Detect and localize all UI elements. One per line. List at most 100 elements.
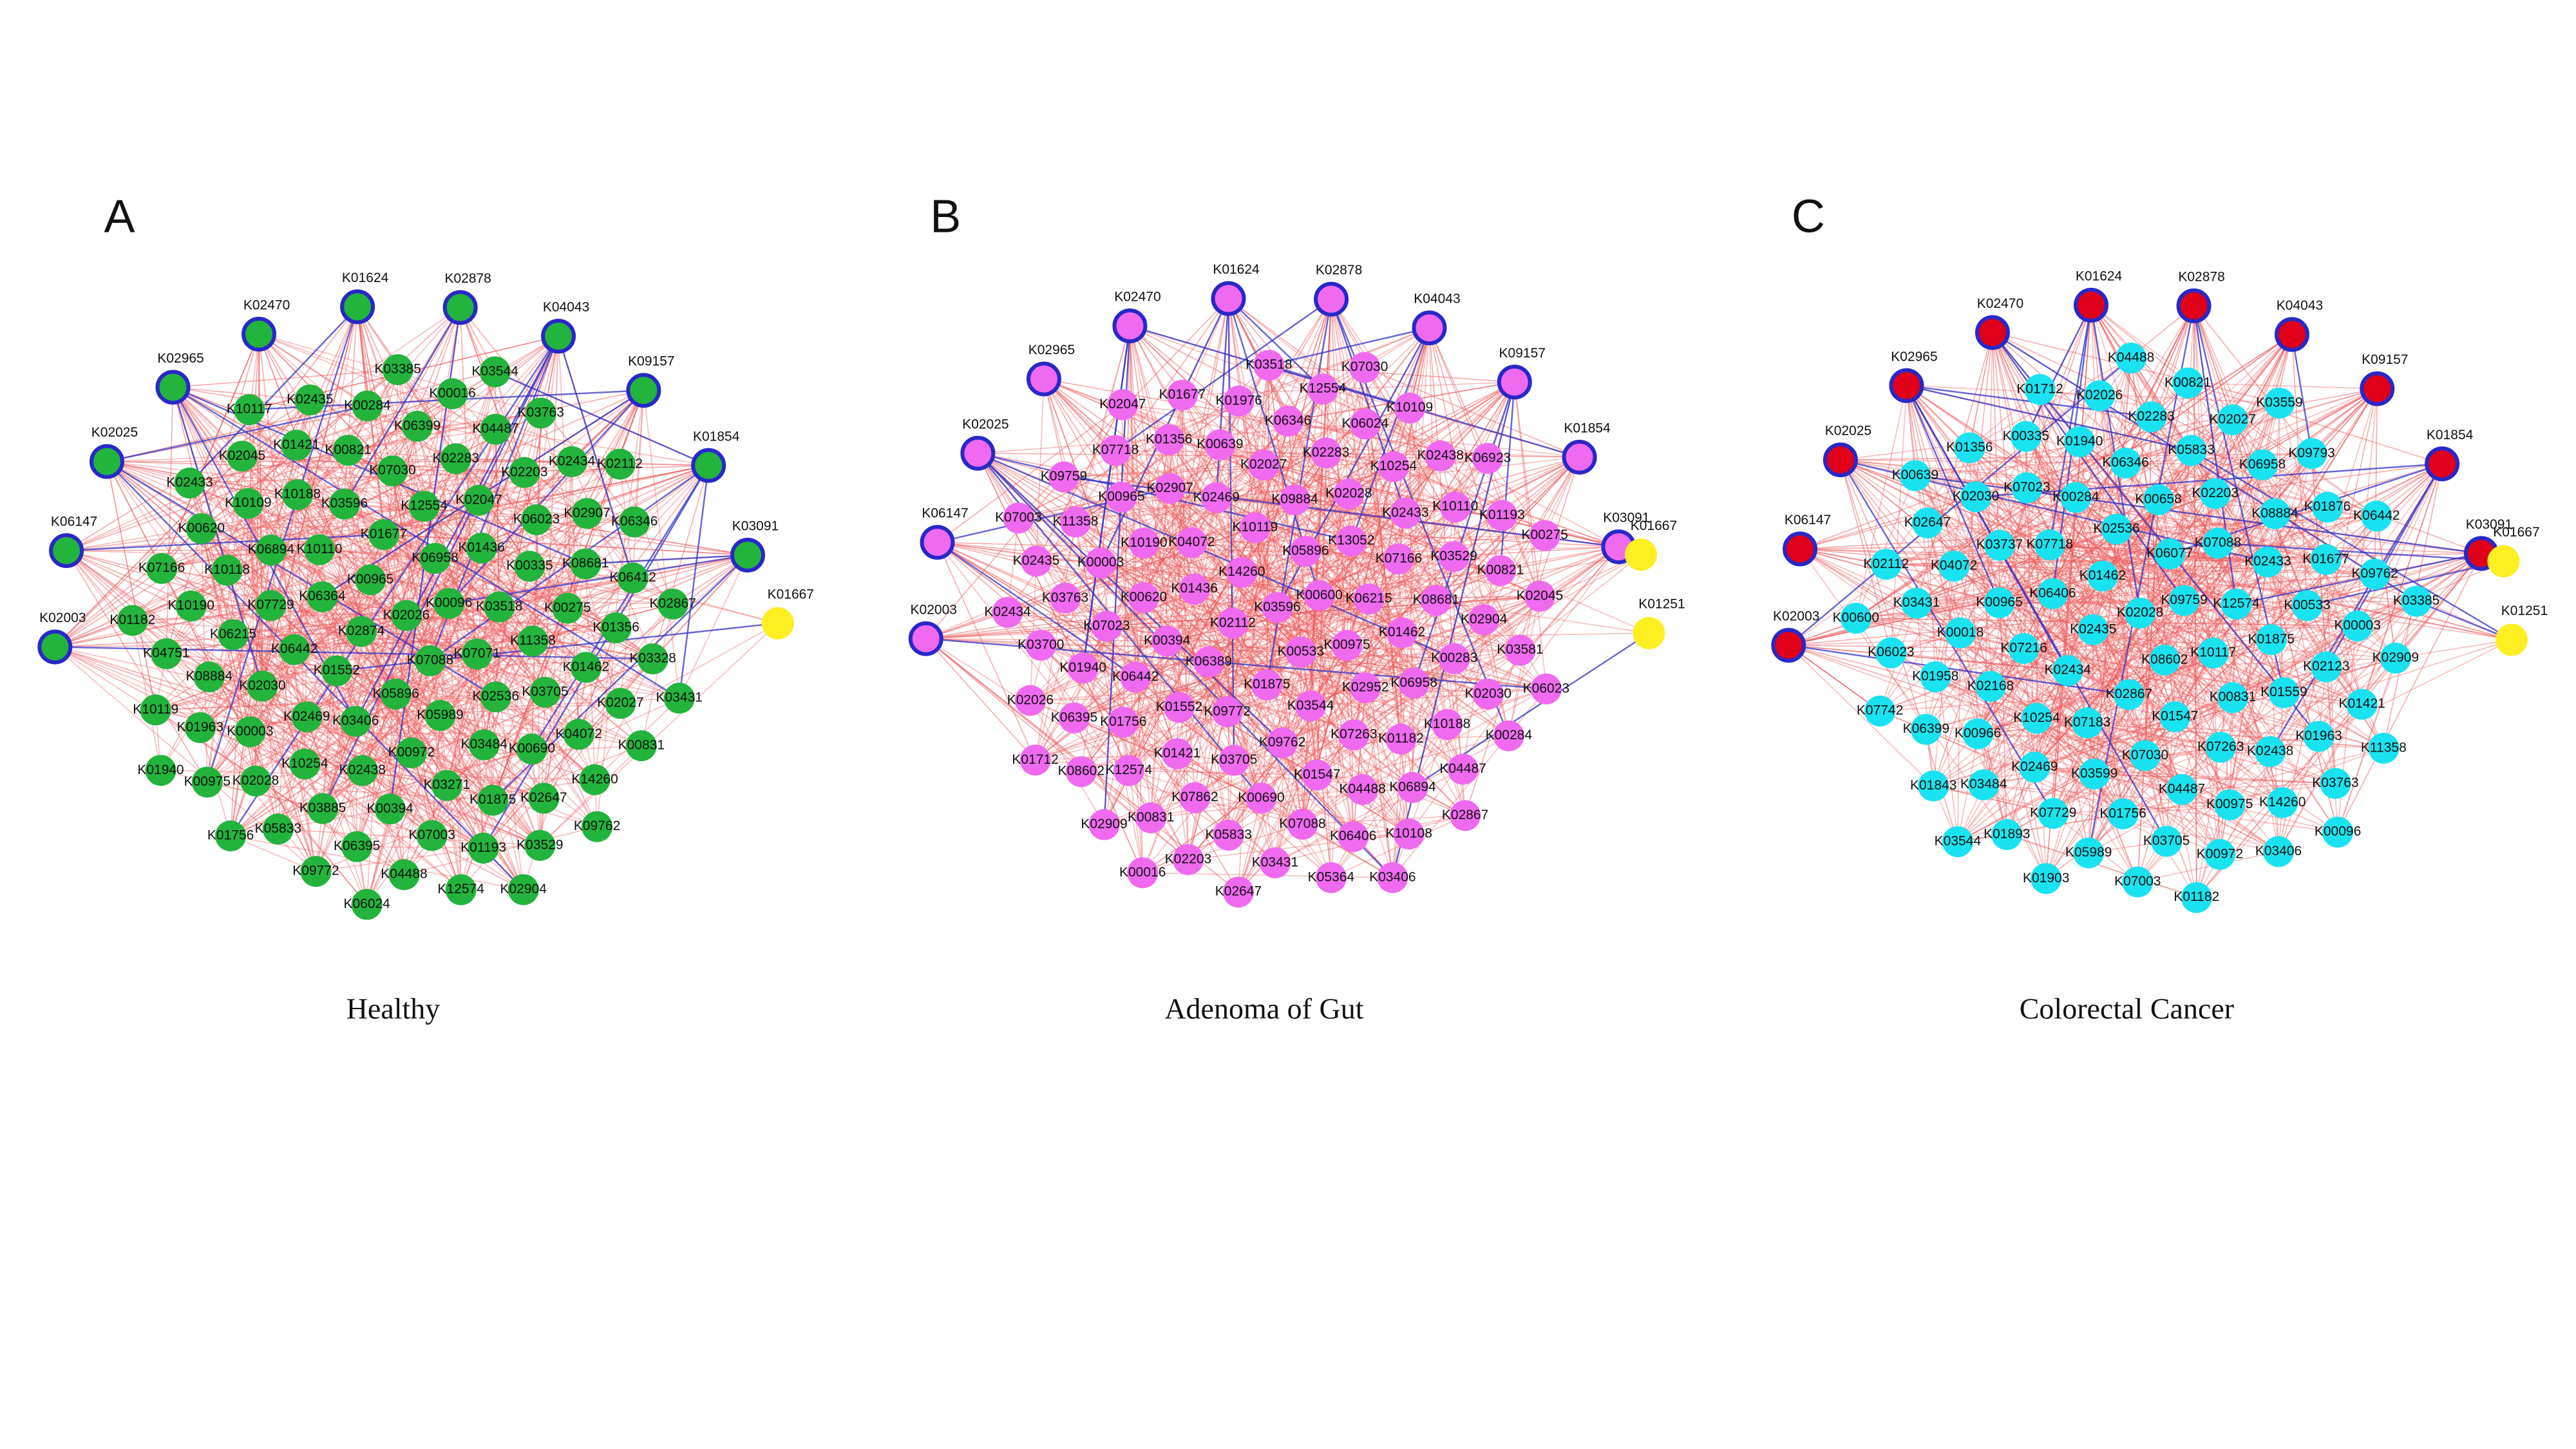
edge	[1294, 499, 1547, 690]
node	[1050, 582, 1081, 614]
edge	[248, 502, 533, 642]
edge	[1104, 688, 1547, 826]
node	[579, 764, 611, 795]
node-label: K10109	[225, 495, 271, 510]
node	[234, 394, 265, 426]
node-label: K00335	[2003, 428, 2049, 443]
edge	[322, 596, 545, 693]
edge	[1855, 416, 2152, 619]
edge	[1992, 332, 2027, 437]
edge	[1041, 645, 1267, 686]
edge	[2023, 603, 2237, 649]
node-label: K03431	[1252, 855, 1298, 869]
edge	[539, 745, 642, 846]
node-label: K01712	[1012, 752, 1058, 767]
edge	[2337, 601, 2417, 833]
node-label: K00831	[618, 738, 665, 753]
edge	[1294, 499, 1370, 600]
edge	[1508, 535, 1546, 736]
panel-letter: B	[930, 191, 961, 243]
node-label: K02965	[157, 351, 204, 366]
edge	[230, 445, 298, 837]
edge-strong	[1115, 298, 1332, 451]
node	[1353, 583, 1385, 615]
node-label: K02283	[1303, 445, 1349, 460]
node-label: K04487	[1439, 761, 1486, 776]
node-label: K02867	[2106, 687, 2152, 701]
node-label: K00965	[1098, 489, 1144, 504]
node-label: K01436	[458, 540, 504, 555]
edge	[1365, 457, 1580, 688]
edge	[322, 721, 356, 809]
edge	[571, 461, 654, 659]
node-label: K00975	[2206, 797, 2253, 811]
node-label: K14260	[571, 772, 618, 786]
node-label: K08602	[2141, 652, 2188, 667]
node-label: K07729	[247, 598, 294, 612]
node-label: K00600	[1833, 610, 1879, 625]
edge	[1957, 632, 1961, 842]
node-label: K02047	[455, 492, 502, 507]
node	[1393, 818, 1425, 849]
node	[1151, 625, 1183, 657]
edge	[1227, 652, 1302, 836]
node	[1493, 720, 1524, 752]
edge	[322, 808, 368, 905]
hub-node	[1975, 315, 2010, 350]
node-label: K09772	[1204, 704, 1251, 719]
node	[218, 619, 249, 650]
node-label: K10188	[1424, 717, 1470, 732]
edge	[2318, 463, 2443, 737]
edge	[1122, 515, 1502, 723]
edge	[1233, 421, 1289, 761]
node-label: K00003	[1077, 555, 1124, 570]
node-label: K00821	[1477, 562, 1524, 577]
node-label: K04043	[1414, 292, 1460, 307]
node	[300, 856, 332, 887]
node	[1021, 545, 1052, 577]
edge	[578, 627, 617, 735]
node	[382, 354, 413, 385]
node-label: K02168	[1967, 678, 2014, 693]
node-label: K00018	[1937, 625, 1984, 639]
edge	[1428, 328, 1466, 816]
edge	[1238, 381, 1515, 893]
node	[1218, 744, 1250, 776]
node-label: K03484	[461, 737, 508, 752]
node-label: K01963	[2295, 728, 2342, 743]
node-label: K02028	[232, 773, 279, 788]
edge	[2052, 652, 2214, 814]
node-label: K02470	[1114, 290, 1160, 305]
edge	[2052, 659, 2165, 814]
node-label: K00690	[1238, 790, 1284, 805]
node-label: K10190	[167, 598, 214, 612]
node-label: K06894	[1389, 779, 1436, 794]
edge	[460, 566, 531, 890]
node-label: K02027	[1240, 457, 1287, 472]
node-label: K07023	[1083, 618, 1130, 633]
edge-strong	[936, 542, 1136, 678]
edge	[1100, 562, 1124, 723]
node-label: K02434	[549, 453, 596, 468]
edge	[207, 781, 323, 810]
edge	[679, 554, 748, 699]
edge	[1129, 325, 1352, 542]
edge	[1926, 544, 2050, 730]
node-label: K03544	[1287, 698, 1334, 713]
edge	[1227, 298, 1403, 633]
edge	[255, 752, 412, 782]
node	[355, 564, 386, 596]
edge	[294, 534, 384, 650]
node	[1213, 819, 1244, 851]
edge	[2036, 718, 2089, 853]
edge	[1916, 575, 2103, 604]
edge	[1998, 602, 2036, 768]
node-label: K07216	[2000, 640, 2047, 655]
edge	[132, 620, 162, 771]
node	[625, 730, 657, 762]
node	[1302, 759, 1333, 791]
edge	[1122, 404, 1580, 458]
edge	[191, 463, 620, 607]
edge	[522, 522, 635, 890]
node	[1127, 857, 1159, 889]
